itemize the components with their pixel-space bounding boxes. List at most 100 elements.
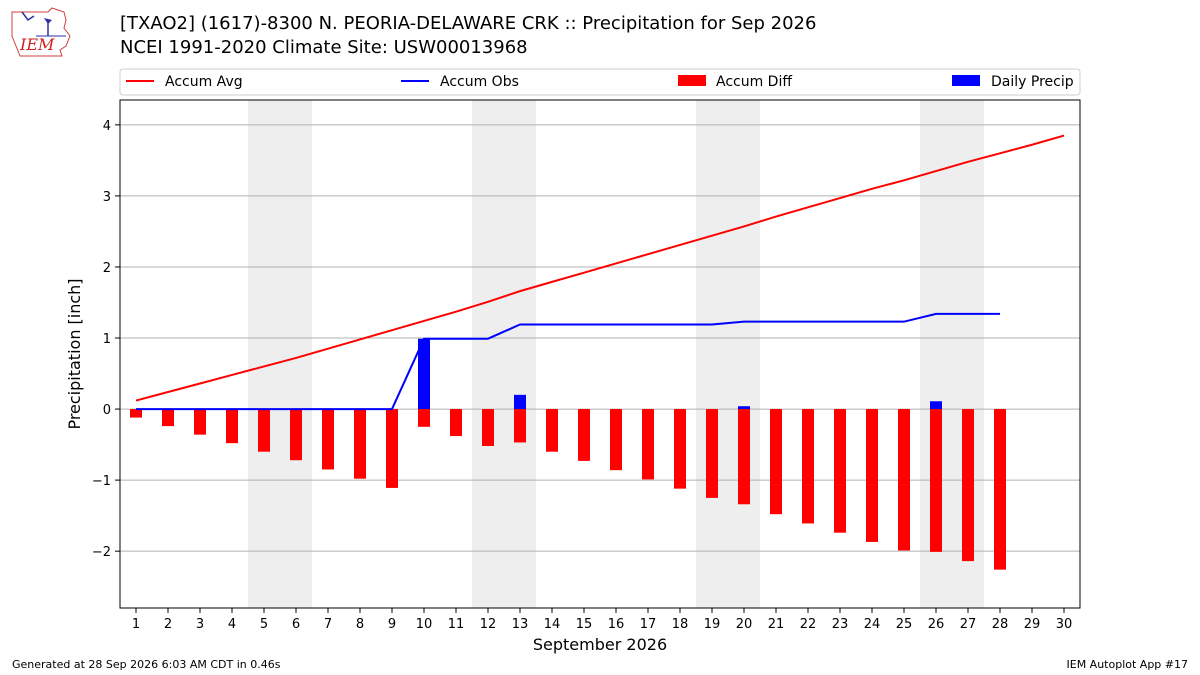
x-tick-label: 7 bbox=[324, 617, 332, 632]
accum-diff-bar bbox=[930, 409, 942, 552]
x-tick-label: 15 bbox=[576, 617, 593, 632]
daily-precip-bars bbox=[418, 338, 942, 410]
y-axis-label: Precipitation [inch] bbox=[65, 278, 84, 429]
x-tick-label: 4 bbox=[228, 617, 236, 632]
x-tick-label: 23 bbox=[832, 617, 849, 632]
legend-swatch-daily-precip bbox=[952, 75, 980, 86]
accum-diff-bar bbox=[194, 409, 206, 435]
accum-diff-bar bbox=[898, 409, 910, 551]
accum-diff-bar bbox=[322, 409, 334, 470]
x-tick-label: 22 bbox=[800, 617, 817, 632]
daily-precip-bar bbox=[418, 338, 430, 410]
weekend-band-5 bbox=[248, 100, 280, 608]
y-axis-ticks: −2 −1 0 1 2 3 4 bbox=[92, 119, 120, 560]
iem-logo: IEM bbox=[11, 7, 71, 57]
weekend-band-13 bbox=[504, 100, 536, 608]
y-tick-label: −2 bbox=[92, 545, 111, 560]
chart-subtitle: NCEI 1991-2020 Climate Site: USW00013968 bbox=[120, 37, 528, 58]
x-tick-label: 27 bbox=[960, 617, 977, 632]
weekend-band-12 bbox=[472, 100, 504, 608]
daily-precip-bar bbox=[514, 394, 526, 410]
accum-diff-bar bbox=[674, 409, 686, 489]
accum-avg-line bbox=[135, 134, 1065, 402]
legend-label-accum-avg: Accum Avg bbox=[165, 74, 243, 90]
accum-diff-bar bbox=[610, 409, 622, 471]
chart-title: [TXAO2] (1617)-8300 N. PEORIA-DELAWARE C… bbox=[120, 13, 817, 34]
accum-diff-bar bbox=[738, 409, 750, 505]
accum-diff-bar bbox=[226, 409, 238, 444]
y-tick-label: 0 bbox=[103, 403, 111, 418]
y-tick-label: 4 bbox=[103, 119, 111, 134]
accum-diff-bar bbox=[578, 409, 590, 461]
x-tick-label: 16 bbox=[608, 617, 625, 632]
y-tick-label: −1 bbox=[92, 474, 111, 489]
x-tick-label: 20 bbox=[736, 617, 753, 632]
accum-diff-bar bbox=[866, 409, 878, 542]
accum-diff-bar bbox=[962, 409, 974, 562]
legend-box bbox=[119, 68, 1081, 96]
x-tick-label: 21 bbox=[768, 617, 785, 632]
x-tick-label: 1 bbox=[132, 617, 140, 632]
x-tick-label: 26 bbox=[928, 617, 945, 632]
x-tick-label: 24 bbox=[864, 617, 881, 632]
legend-label-accum-obs: Accum Obs bbox=[440, 74, 519, 90]
x-tick-label: 6 bbox=[292, 617, 300, 632]
legend-label-daily-precip: Daily Precip bbox=[991, 74, 1074, 90]
weekend-band-20 bbox=[728, 100, 760, 608]
x-axis-ticks: 1 2 3 4 5 6 7 8 9 10 11 12 13 14 15 16 17 18 19 20 21 22 23 24 2… bbox=[132, 608, 1072, 632]
accum-obs-line bbox=[136, 312, 1000, 411]
accum-diff-bar bbox=[450, 409, 462, 437]
accum-diff-bar bbox=[514, 409, 526, 443]
daily-precip-bar bbox=[738, 406, 750, 410]
accum-diff-bars bbox=[130, 409, 1006, 570]
x-tick-label: 18 bbox=[672, 617, 689, 632]
accum-diff-bar bbox=[162, 409, 174, 427]
x-tick-label: 9 bbox=[388, 617, 396, 632]
weekend-band-19 bbox=[696, 100, 728, 608]
accum-diff-bar bbox=[802, 409, 814, 524]
y-tick-label: 3 bbox=[103, 190, 111, 205]
x-tick-label: 28 bbox=[992, 617, 1009, 632]
accum-diff-bar bbox=[642, 409, 654, 480]
x-axis-label: September 2026 bbox=[533, 635, 667, 654]
legend-swatch-accum-diff bbox=[678, 75, 706, 86]
accum-diff-bar bbox=[418, 409, 430, 427]
x-tick-label: 29 bbox=[1024, 617, 1041, 632]
x-tick-label: 19 bbox=[704, 617, 721, 632]
accum-diff-bar bbox=[994, 409, 1006, 570]
y-tick-label: 2 bbox=[103, 261, 111, 276]
accum-diff-bar bbox=[770, 409, 782, 515]
accum-diff-bar bbox=[258, 409, 270, 452]
x-tick-label: 10 bbox=[416, 617, 433, 632]
accum-diff-bar bbox=[482, 409, 494, 447]
accum-diff-bar bbox=[706, 409, 718, 498]
x-tick-label: 2 bbox=[164, 617, 172, 632]
legend-label-accum-diff: Accum Diff bbox=[716, 74, 792, 90]
x-tick-label: 17 bbox=[640, 617, 657, 632]
x-tick-label: 13 bbox=[512, 617, 529, 632]
x-tick-label: 5 bbox=[260, 617, 268, 632]
plot-frame bbox=[119, 99, 1081, 609]
x-tick-label: 25 bbox=[896, 617, 913, 632]
daily-precip-bar bbox=[930, 401, 942, 410]
accum-diff-bar bbox=[290, 409, 302, 461]
x-tick-label: 30 bbox=[1056, 617, 1073, 632]
footer-generated: Generated at 28 Sep 2026 6:03 AM CDT in … bbox=[12, 658, 281, 671]
accum-diff-bar bbox=[834, 409, 846, 533]
accum-diff-bar bbox=[386, 409, 398, 488]
x-tick-label: 12 bbox=[480, 617, 497, 632]
x-tick-label: 3 bbox=[196, 617, 204, 632]
x-tick-label: 11 bbox=[448, 617, 465, 632]
x-tick-label: 14 bbox=[544, 617, 561, 632]
legend: Accum Avg Accum Obs Accum Diff Daily Pre… bbox=[119, 68, 1081, 96]
accum-diff-bar bbox=[546, 409, 558, 452]
weekend-shading bbox=[248, 100, 984, 608]
accum-diff-bar bbox=[130, 409, 142, 418]
y-tick-label: 1 bbox=[103, 332, 111, 347]
footer-app: IEM Autoplot App #17 bbox=[1066, 658, 1189, 671]
accum-diff-bar bbox=[354, 409, 366, 479]
x-tick-label: 8 bbox=[356, 617, 364, 632]
series-lines bbox=[135, 134, 1065, 411]
logo-text: IEM bbox=[19, 35, 55, 54]
